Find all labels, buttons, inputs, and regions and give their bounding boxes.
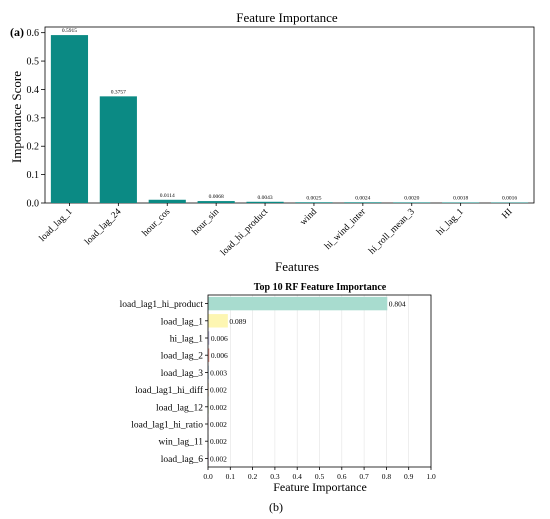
chart-a-frame	[44, 26, 535, 204]
y-tick-label: 0.4	[27, 85, 40, 96]
x-tick-label: load_lag_1	[38, 207, 75, 244]
bar	[99, 96, 137, 203]
panel-b-label: (b)	[269, 500, 283, 514]
bar	[393, 202, 431, 203]
chart-b-xlabel: Feature Importance	[273, 480, 367, 494]
bar	[208, 348, 210, 362]
bar	[442, 202, 480, 203]
y-tick-label: 0.5	[27, 57, 40, 68]
x-tick-label: load_lag_24	[83, 207, 123, 247]
x-tick-label: 0.5	[315, 472, 325, 481]
x-tick-label: 0.8	[382, 472, 392, 481]
y-tick-label: load_lag_2	[161, 352, 203, 362]
x-tick-label: 0.1	[226, 472, 236, 481]
x-tick-label: 1.0	[426, 472, 436, 481]
y-tick-label: 0.6	[27, 28, 40, 39]
bar-value-label: 0.002	[210, 386, 227, 395]
bar-value-label: 0.003	[210, 368, 227, 377]
chart-b-title: Top 10 RF Feature Importance	[254, 282, 387, 293]
chart-a-plot-area: 0.0 0.1 0.2 0.3 0.4 0.5 0.6 0.5915 load_lag_1 0.3…	[27, 26, 535, 258]
bar-value-label: 0.0043	[257, 195, 272, 201]
bar-value-label: 0.5915	[62, 28, 77, 34]
bar	[295, 202, 333, 203]
chart-a-xlabel: Features	[275, 259, 319, 274]
bar	[344, 202, 382, 203]
x-tick-label: hi_lag_1	[435, 207, 466, 238]
bar	[208, 314, 228, 328]
panel-a-chart: (a) Feature Importance Features Importan…	[9, 10, 535, 274]
x-tick-label: wind	[299, 207, 320, 228]
y-tick-label: load_lag_3	[161, 369, 203, 379]
x-tick-label: HI	[501, 207, 515, 221]
y-tick-label: load_lag_12	[156, 403, 203, 413]
y-tick-label: 0.1	[27, 170, 40, 181]
bar	[246, 201, 284, 203]
bar-value-label: 0.0024	[355, 195, 370, 201]
bar-value-label: 0.002	[210, 454, 227, 463]
x-tick-label: 0.6	[337, 472, 347, 481]
y-tick-label: load_lag_6	[161, 455, 203, 465]
x-tick-label: 0.7	[359, 472, 369, 481]
bar-value-label: 0.006	[211, 334, 228, 343]
bar-value-label: 0.002	[210, 437, 227, 446]
x-tick-label: 0.9	[404, 472, 414, 481]
bar-value-label: 0.804	[389, 300, 406, 309]
bar	[208, 296, 388, 311]
panel-a-label: (a)	[10, 25, 24, 39]
x-tick-label: 0.4	[293, 472, 303, 481]
bar-value-label: 0.002	[210, 420, 227, 429]
bar-value-label: 0.3757	[111, 89, 126, 95]
x-tick-label: 0.0	[203, 472, 213, 481]
bar-value-label: 0.089	[229, 317, 246, 326]
bar-value-label: 0.0020	[404, 195, 419, 201]
y-tick-label: 0.3	[27, 113, 40, 124]
chart-b-plot-area: 0.804 load_lag1_hi_product 0.089 load_lag_1…	[120, 294, 436, 481]
chart-a-title: Feature Importance	[236, 10, 338, 25]
x-tick-label: hour_sin	[191, 207, 222, 238]
y-tick-label: hi_lag_1	[170, 335, 203, 345]
bar-value-label: 0.0114	[160, 193, 175, 199]
chart-a-ylabel: Importance Score	[9, 71, 24, 163]
y-tick-label: load_lag1_hi_ratio	[131, 421, 203, 431]
x-tick-label: hi_roll_mean_3	[367, 207, 417, 257]
x-tick-label: load_hi_product	[219, 207, 270, 258]
bar	[208, 331, 210, 345]
bar	[197, 201, 235, 203]
y-tick-label: 0.0	[27, 199, 40, 210]
panel-b-chart: Top 10 RF Feature Importance Feature Imp…	[120, 282, 436, 514]
bar	[50, 35, 89, 203]
y-tick-label: win_lag_11	[158, 438, 203, 448]
x-tick-label: hi_wind_inter	[323, 206, 368, 251]
x-tick-label: 0.3	[270, 472, 280, 481]
y-tick-label: load_lag1_hi_diff	[135, 385, 204, 396]
bar-value-label: 0.006	[211, 351, 228, 360]
y-tick-label: load_lag_1	[161, 317, 203, 327]
bar-value-label: 0.002	[210, 403, 227, 412]
y-tick-label: load_lag1_hi_product	[120, 300, 204, 310]
bar	[148, 199, 186, 203]
x-tick-label: 0.2	[248, 472, 258, 481]
bar-value-label: 0.0025	[306, 195, 321, 201]
y-tick-label: 0.2	[27, 142, 40, 153]
bar-value-label: 0.0068	[209, 194, 224, 200]
bar-value-label: 0.0018	[453, 195, 468, 201]
x-tick-label: hour_cos	[141, 207, 173, 239]
bar-value-label: 0.0016	[502, 196, 517, 202]
